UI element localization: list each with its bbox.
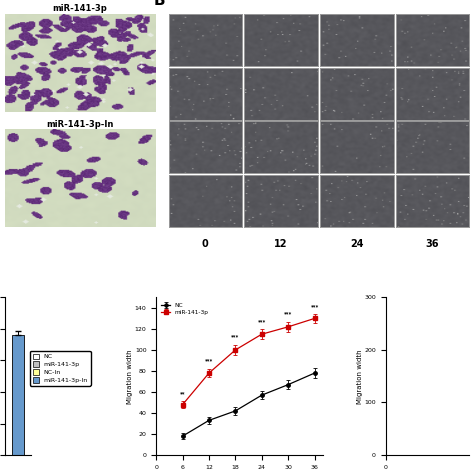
- Bar: [12, 335, 24, 455]
- Text: ***: ***: [231, 335, 239, 339]
- Text: ***: ***: [205, 359, 213, 364]
- Text: 0: 0: [202, 239, 209, 249]
- Text: ***: ***: [258, 319, 266, 324]
- Text: ***: ***: [310, 304, 319, 309]
- Text: B: B: [154, 0, 165, 8]
- Text: **: **: [180, 391, 185, 396]
- Text: ***: ***: [284, 311, 292, 316]
- Text: 36: 36: [426, 239, 439, 249]
- Legend: NC, miR-141-3p: NC, miR-141-3p: [159, 301, 211, 317]
- Text: 12: 12: [274, 239, 288, 249]
- Title: miR-141-3p: miR-141-3p: [53, 4, 107, 13]
- Text: 24: 24: [350, 239, 364, 249]
- Title: miR-141-3p-In: miR-141-3p-In: [46, 119, 114, 128]
- Y-axis label: Migration width: Migration width: [128, 349, 133, 403]
- Legend: NC, miR-141-3p, NC-In, miR-141-3p-In: NC, miR-141-3p, NC-In, miR-141-3p-In: [30, 351, 91, 386]
- Y-axis label: Migration width: Migration width: [357, 349, 363, 403]
